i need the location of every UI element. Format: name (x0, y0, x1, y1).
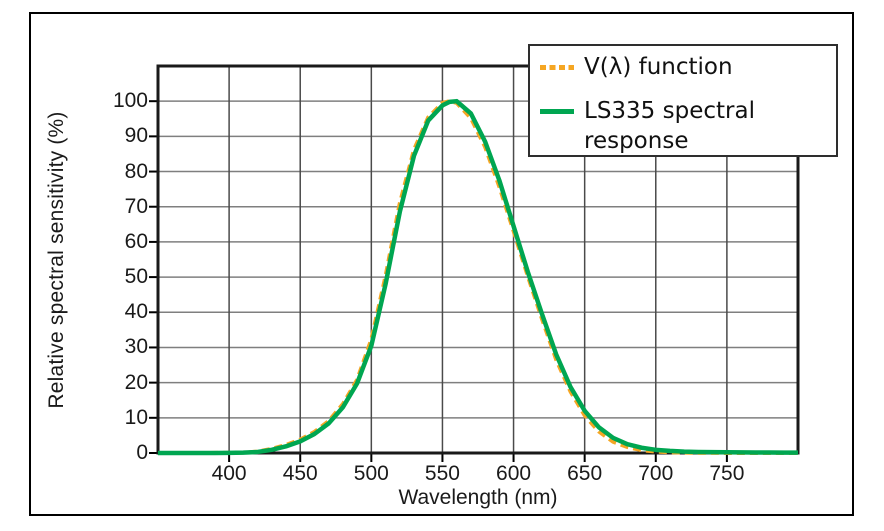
y-tick-label: 40 (124, 300, 148, 324)
x-axis-tick-labels: 400 450 500 550 600 650 700 750 (0, 461, 884, 489)
y-tick-label: 30 (124, 335, 148, 359)
y-axis-title: Relative spectral sensitivity (%) (45, 111, 68, 409)
y-tick-label: 90 (124, 124, 148, 148)
legend-item-v-lambda: V(λ) function (540, 52, 826, 82)
legend-label-v-lambda: V(λ) function (584, 54, 733, 80)
x-axis-title: Wavelength (nm) (398, 486, 558, 509)
x-tick-label: 550 (424, 462, 460, 485)
x-tick-label: 450 (282, 462, 318, 485)
x-tick-label: 600 (496, 462, 532, 485)
y-tick-label: 50 (124, 265, 148, 289)
dashed-line-swatch (540, 65, 574, 70)
y-tick-label: 100 (112, 89, 148, 113)
y-tick-label: 20 (124, 370, 148, 394)
x-tick-label: 500 (353, 462, 389, 485)
y-axis-tick-labels: 0 10 20 30 40 50 60 70 80 90 100 (98, 0, 148, 531)
y-tick-label: 0 (136, 441, 148, 464)
y-tick-label: 80 (124, 159, 148, 183)
y-tick-label: 10 (124, 405, 148, 429)
x-tick-label: 750 (709, 462, 745, 485)
legend-item-ls335: LS335 spectral response (540, 96, 826, 156)
x-tick-label: 400 (211, 462, 247, 485)
x-tick-label: 700 (638, 462, 674, 485)
legend-label-ls335: LS335 spectral response (584, 98, 755, 154)
x-tick-label: 650 (567, 462, 603, 485)
y-tick-label: 60 (124, 229, 148, 253)
solid-line-swatch (540, 109, 574, 114)
y-tick-label: 70 (124, 194, 148, 218)
legend: V(λ) function LS335 spectral response (528, 44, 838, 157)
